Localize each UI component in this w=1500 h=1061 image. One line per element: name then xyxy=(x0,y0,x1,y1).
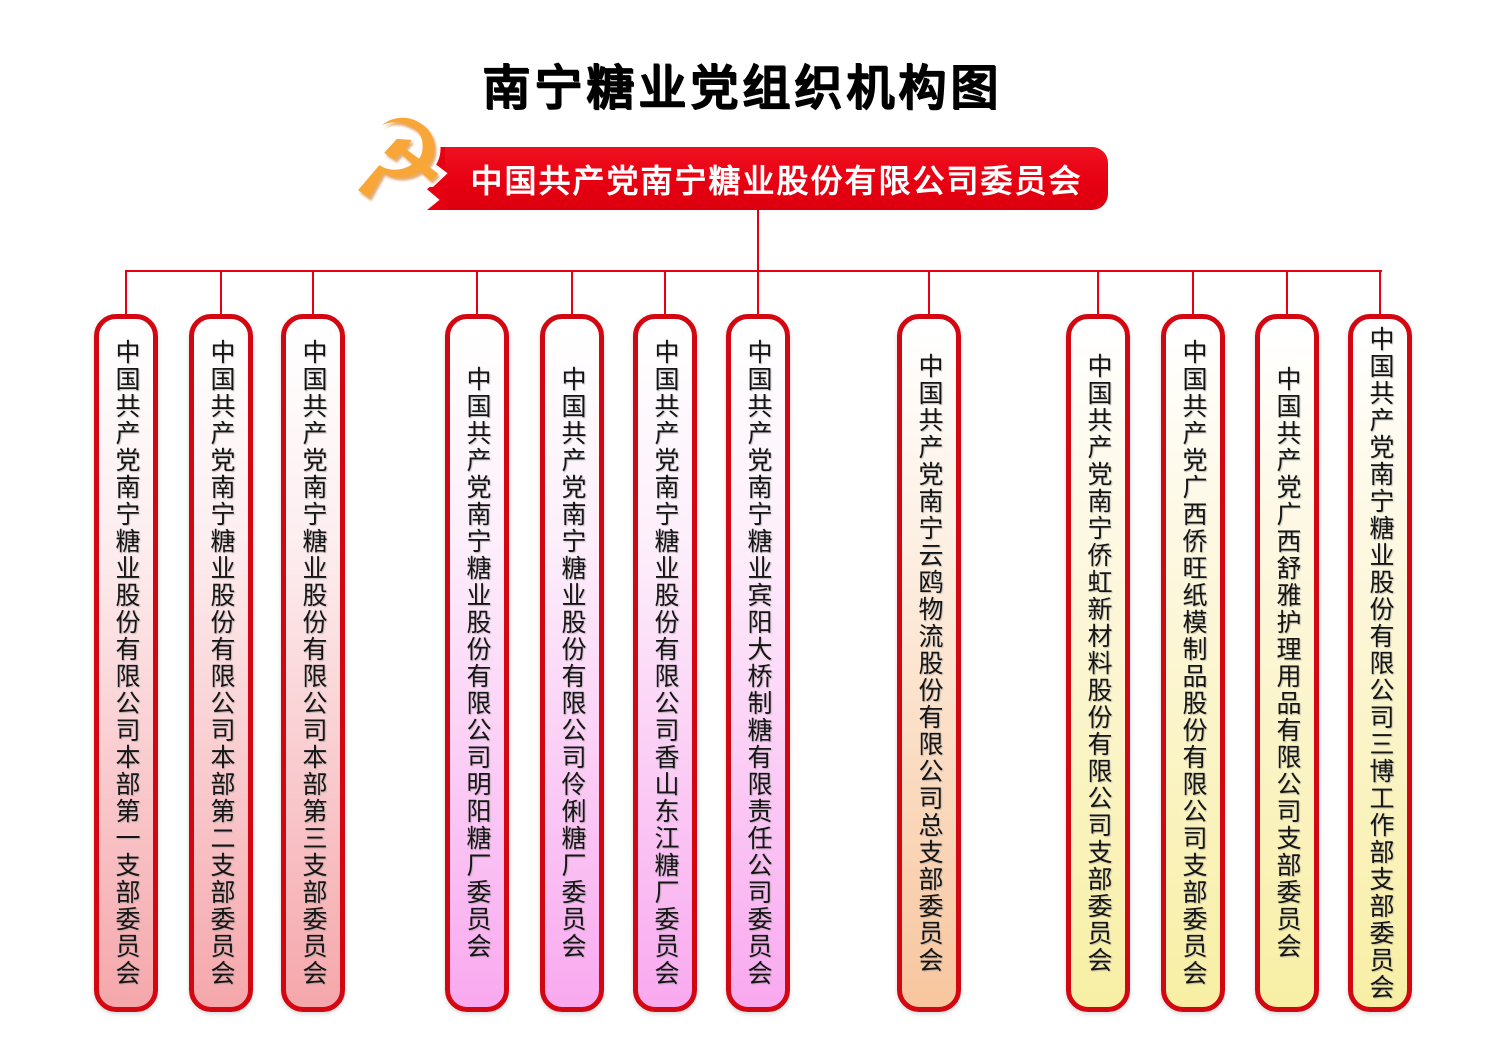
branch-label: 中国共产党南宁糖业股份有限公司三博工作部支部委员会 xyxy=(1366,325,1395,1001)
connector-stub xyxy=(757,270,759,318)
branch-label: 中国共产党南宁糖业股份有限公司香山东江糖厂委员会 xyxy=(651,339,680,987)
branch-node: 中国共产党南宁侨虹新材料股份有限公司支部委员会 xyxy=(1066,314,1130,1012)
branch-label: 中国共产党南宁云鸥物流股份有限公司总支部委员会 xyxy=(915,352,944,974)
connector-stub xyxy=(1097,270,1099,318)
connector-horizontal xyxy=(126,270,1382,272)
connector-stub xyxy=(1192,270,1194,318)
party-emblem-icon: ☭ ☭ xyxy=(343,92,454,228)
branch-node: 中国共产党南宁糖业宾阳大桥制糖有限责任公司委员会 xyxy=(726,314,790,1012)
connector-stub xyxy=(476,270,478,318)
connector-stub xyxy=(220,270,222,318)
branch-node: 中国共产党南宁糖业股份有限公司伶俐糖厂委员会 xyxy=(540,314,604,1012)
branch-label: 中国共产党南宁糖业股份有限公司本部第一支部委员会 xyxy=(112,339,141,987)
connector-trunk xyxy=(757,208,759,272)
branch-node: 中国共产党广西侨旺纸模制品股份有限公司支部委员会 xyxy=(1161,314,1225,1012)
root-committee-banner: 中国共产党南宁糖业股份有限公司委员会 xyxy=(445,147,1108,210)
branch-label: 中国共产党南宁侨虹新材料股份有限公司支部委员会 xyxy=(1084,352,1113,974)
connector-stub xyxy=(1379,270,1381,318)
root-committee-label: 中国共产党南宁糖业股份有限公司委员会 xyxy=(470,161,1083,200)
branch-label: 中国共产党南宁糖业股份有限公司明阳糖厂委员会 xyxy=(463,366,492,960)
branch-node: 中国共产党南宁糖业股份有限公司本部第一支部委员会 xyxy=(94,314,158,1012)
branch-node: 中国共产党南宁糖业股份有限公司本部第三支部委员会 xyxy=(281,314,345,1012)
connector-stub xyxy=(1286,270,1288,318)
branch-label: 中国共产党南宁糖业股份有限公司本部第三支部委员会 xyxy=(299,339,328,987)
connector-stub xyxy=(664,270,666,318)
branch-node: 中国共产党南宁糖业股份有限公司香山东江糖厂委员会 xyxy=(633,314,697,1012)
branch-node: 中国共产党广西舒雅护理用品有限公司支部委员会 xyxy=(1255,314,1319,1012)
connector-stub xyxy=(312,270,314,318)
branch-node: 中国共产党南宁糖业股份有限公司本部第二支部委员会 xyxy=(189,314,253,1012)
branch-label: 中国共产党南宁糖业股份有限公司伶俐糖厂委员会 xyxy=(558,366,587,960)
branch-node: 中国共产党南宁糖业股份有限公司三博工作部支部委员会 xyxy=(1348,314,1412,1012)
branch-label: 中国共产党南宁糖业宾阳大桥制糖有限责任公司委员会 xyxy=(744,339,773,987)
branch-label: 中国共产党广西舒雅护理用品有限公司支部委员会 xyxy=(1273,366,1302,960)
connector-stub xyxy=(125,270,127,318)
branch-node: 中国共产党南宁糖业股份有限公司明阳糖厂委员会 xyxy=(445,314,509,1012)
branch-label: 中国共产党广西侨旺纸模制品股份有限公司支部委员会 xyxy=(1179,339,1208,987)
connector-stub xyxy=(928,270,930,318)
branch-label: 中国共产党南宁糖业股份有限公司本部第二支部委员会 xyxy=(207,339,236,987)
page-title: 南宁糖业党组织机构图 xyxy=(481,60,1002,116)
connector-stub xyxy=(571,270,573,318)
branch-node: 中国共产党南宁云鸥物流股份有限公司总支部委员会 xyxy=(897,314,961,1012)
